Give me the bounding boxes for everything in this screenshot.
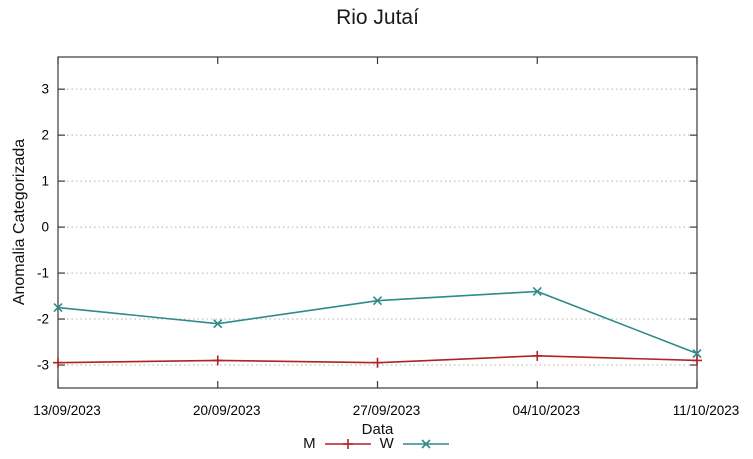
y-tick-label: 1 xyxy=(41,174,49,189)
series-M-markers xyxy=(53,350,702,368)
y-tick-label: 3 xyxy=(41,82,49,97)
y-tick-label: -1 xyxy=(37,266,49,281)
y-tick-label: -3 xyxy=(37,358,49,373)
legend-item-M: M xyxy=(303,435,372,452)
x-axis-label: Data xyxy=(361,421,394,438)
legend-sample-W xyxy=(402,438,449,449)
x-tick-label: 27/09/2023 xyxy=(353,403,421,418)
legend-sample-M xyxy=(324,438,371,449)
legend-item-W: W xyxy=(380,435,450,452)
x-tick-label: 04/10/2023 xyxy=(512,403,580,418)
x-tick-label: 20/09/2023 xyxy=(193,403,261,418)
series-W-markers xyxy=(53,286,702,359)
chart-title: Rio Jutaí xyxy=(336,6,419,29)
y-tick-label: 2 xyxy=(41,128,49,143)
plot-border xyxy=(57,56,698,389)
y-tick-label: 0 xyxy=(41,220,49,235)
legend-label-W: W xyxy=(379,435,394,452)
y-tick-label: -2 xyxy=(37,312,49,327)
x-tick-label: 11/10/2023 xyxy=(673,403,740,418)
legend-label-M: M xyxy=(303,435,316,452)
x-tick-label: 13/09/2023 xyxy=(33,403,101,418)
